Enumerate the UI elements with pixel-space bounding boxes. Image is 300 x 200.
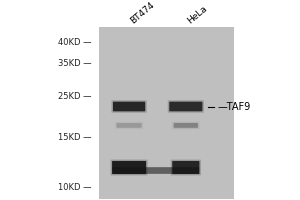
Text: 35KD —: 35KD — — [58, 59, 92, 68]
FancyBboxPatch shape — [112, 100, 147, 113]
FancyBboxPatch shape — [115, 122, 143, 129]
FancyBboxPatch shape — [171, 160, 201, 175]
Text: HeLa: HeLa — [186, 4, 209, 26]
FancyBboxPatch shape — [168, 100, 204, 113]
FancyBboxPatch shape — [169, 102, 203, 111]
FancyBboxPatch shape — [174, 123, 198, 128]
FancyBboxPatch shape — [113, 102, 145, 111]
Text: 25KD —: 25KD — — [58, 92, 92, 101]
Bar — [99, 27, 234, 199]
FancyBboxPatch shape — [112, 167, 199, 174]
Bar — [99, 27, 234, 199]
FancyBboxPatch shape — [172, 161, 200, 174]
Text: 15KD —: 15KD — — [58, 133, 92, 142]
Text: BT474: BT474 — [129, 1, 157, 26]
Text: —TAF9: —TAF9 — [217, 102, 250, 112]
Text: 10KD —: 10KD — — [58, 183, 92, 192]
FancyBboxPatch shape — [172, 122, 200, 129]
FancyBboxPatch shape — [111, 160, 148, 175]
Text: 40KD —: 40KD — — [58, 38, 92, 47]
FancyBboxPatch shape — [112, 161, 146, 174]
FancyBboxPatch shape — [117, 123, 142, 128]
